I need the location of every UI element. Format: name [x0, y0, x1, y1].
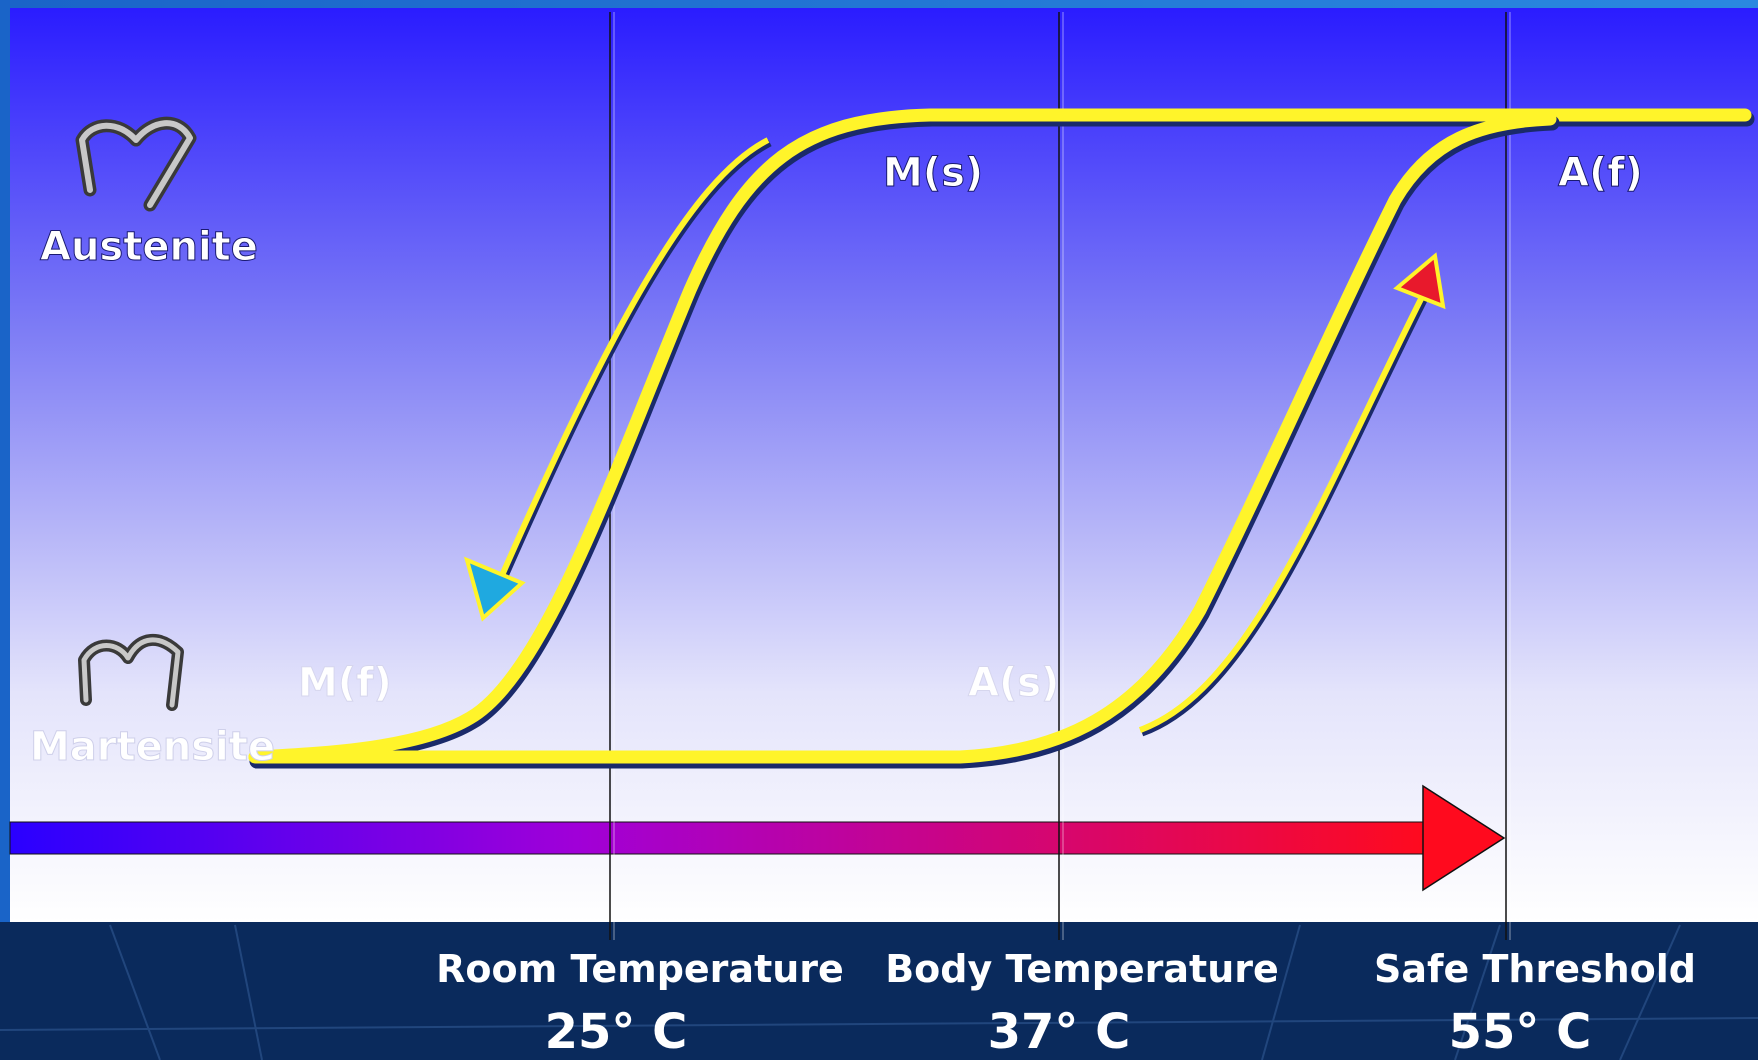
temperature-arrow	[9, 784, 1506, 892]
marker-title: Body Temperature	[885, 947, 1279, 991]
marker-value: 55° C	[1449, 1004, 1592, 1060]
af-label: A(f)	[1558, 150, 1643, 196]
heating-curve	[248, 112, 1557, 764]
martensite-label: Martensite	[30, 724, 275, 770]
heating-arrow-head	[1393, 252, 1446, 310]
bottom-band-grid	[0, 924, 1758, 1060]
mf-label: M(f)	[298, 660, 392, 706]
bottom-band	[0, 922, 1758, 1060]
marker-safe-threshold: Safe Threshold 55° C	[1374, 947, 1696, 1060]
as-label: A(s)	[968, 660, 1059, 706]
marker-title: Safe Threshold	[1374, 947, 1696, 991]
marker-title: Room Temperature	[436, 947, 844, 991]
austenite-label: Austenite	[40, 224, 258, 270]
plot-panel	[10, 8, 1758, 922]
cooling-curve	[248, 108, 1752, 764]
hysteresis-loop	[248, 108, 1755, 769]
marker-body-temperature: Body Temperature 37° C	[885, 947, 1279, 1060]
marker-value: 37° C	[988, 1004, 1131, 1060]
martensite-wire-icon	[78, 633, 184, 711]
ms-label: M(s)	[883, 150, 983, 196]
marker-room-temperature: Room Temperature 25° C	[436, 947, 844, 1060]
marker-value: 25° C	[545, 1004, 688, 1060]
cooling-direction-arrow	[463, 137, 772, 622]
cooling-arrow-head	[463, 556, 526, 622]
austenite-wire-icon	[75, 116, 197, 212]
heating-direction-arrow	[1138, 252, 1446, 737]
